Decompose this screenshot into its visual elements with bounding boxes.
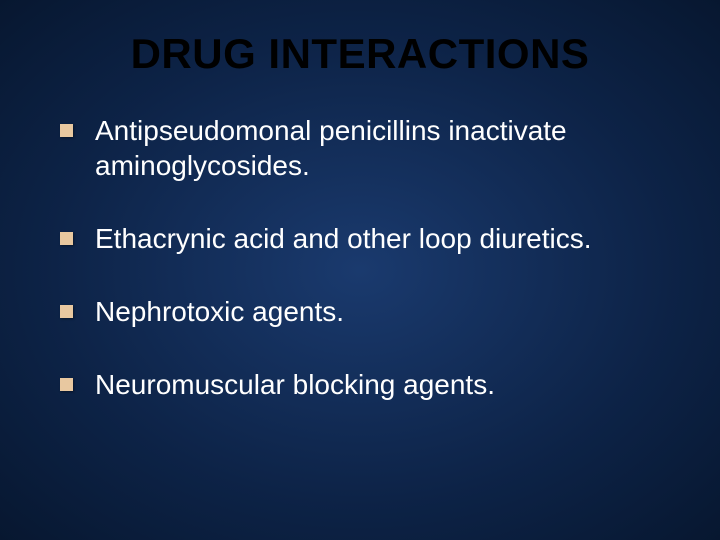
list-item: Nephrotoxic agents. [60,294,670,329]
bullet-text: Ethacrynic acid and other loop diuretics… [95,221,670,256]
bullet-list: Antipseudomonal penicillins inactivate a… [50,113,670,402]
list-item: Ethacrynic acid and other loop diuretics… [60,221,670,256]
square-bullet-icon [60,305,73,318]
bullet-text: Antipseudomonal penicillins inactivate a… [95,113,670,183]
square-bullet-icon [60,232,73,245]
square-bullet-icon [60,124,73,137]
list-item: Neuromuscular blocking agents. [60,367,670,402]
slide-container: DRUG INTERACTIONS Antipseudomonal penici… [0,0,720,540]
bullet-text: Neuromuscular blocking agents. [95,367,670,402]
bullet-text: Nephrotoxic agents. [95,294,670,329]
slide-title: DRUG INTERACTIONS [50,30,670,78]
square-bullet-icon [60,378,73,391]
list-item: Antipseudomonal penicillins inactivate a… [60,113,670,183]
